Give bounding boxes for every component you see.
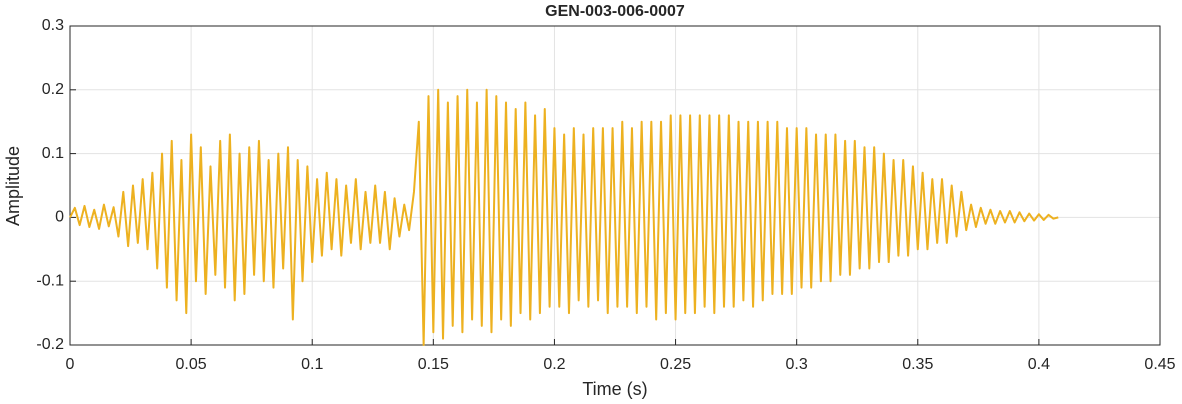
chart-title: GEN-003-006-0007	[545, 3, 685, 20]
plot-frame	[69, 25, 1161, 346]
waveform-line	[69, 88, 1059, 346]
x-tick-label: 0	[66, 356, 75, 373]
y-tick-label: -0.2	[36, 336, 64, 353]
y-tick-label: -0.1	[36, 272, 64, 289]
x-tick-label: 0.35	[902, 356, 933, 373]
x-tick-label: 0.3	[786, 356, 808, 373]
y-tick-label: 0.3	[42, 17, 64, 34]
x-tick-label: 0.15	[418, 356, 449, 373]
x-tick-label: 0.25	[660, 356, 691, 373]
x-tick-label: 0.1	[301, 356, 323, 373]
x-tick-label: 0.2	[543, 356, 565, 373]
x-tick-label: 0.45	[1144, 356, 1175, 373]
x-axis-label: Time (s)	[582, 379, 647, 399]
y-tick-label: 0	[55, 209, 64, 226]
x-tick-label: 0.4	[1028, 356, 1050, 373]
y-tick-label: 0.1	[42, 145, 64, 162]
x-tick-label: 0.05	[176, 356, 207, 373]
y-axis-label: Amplitude	[3, 146, 23, 226]
y-tick-label: 0.2	[42, 81, 64, 98]
